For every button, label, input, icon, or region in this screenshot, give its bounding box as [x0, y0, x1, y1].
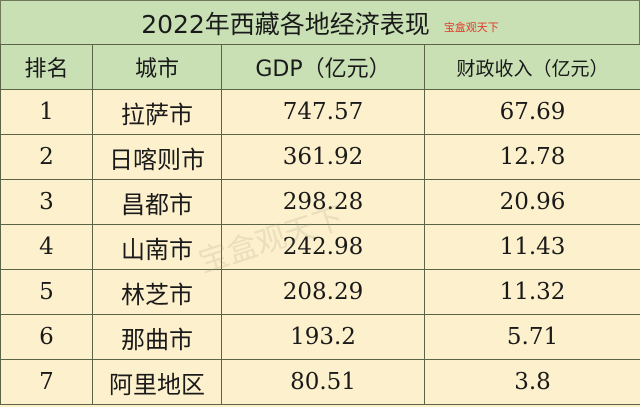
revenue-cell: 3.8 — [424, 359, 640, 405]
header-revenue: 财政收入（亿元） — [424, 44, 640, 90]
table-row: 2 日喀则市 361.92 12.78 — [0, 134, 640, 180]
city-cell: 阿里地区 — [92, 359, 222, 405]
revenue-cell: 11.43 — [424, 224, 640, 270]
rank-cell: 3 — [0, 179, 93, 225]
revenue-cell: 11.32 — [424, 269, 640, 315]
rank-cell: 6 — [0, 314, 93, 360]
city-cell: 拉萨市 — [92, 89, 222, 135]
header-row: 排名 城市 GDP（亿元） 财政收入（亿元） — [0, 44, 640, 90]
revenue-cell: 5.71 — [424, 314, 640, 360]
header-city: 城市 — [92, 44, 222, 90]
revenue-cell: 67.69 — [424, 89, 640, 135]
title-bar: 2022年西藏各地经济表现 宝盒观天下 — [0, 0, 640, 45]
gdp-cell: 747.57 — [221, 89, 425, 135]
table-row: 3 昌都市 298.28 20.96 — [0, 179, 640, 225]
rank-cell: 2 — [0, 134, 93, 180]
header-rank: 排名 — [0, 44, 93, 90]
table-row: 6 那曲市 193.2 5.71 — [0, 314, 640, 360]
gdp-cell: 193.2 — [221, 314, 425, 360]
table-row: 1 拉萨市 747.57 67.69 — [0, 89, 640, 135]
gdp-cell: 80.51 — [221, 359, 425, 405]
rank-cell: 5 — [0, 269, 93, 315]
gdp-cell: 208.29 — [221, 269, 425, 315]
gdp-cell: 361.92 — [221, 134, 425, 180]
city-cell: 林芝市 — [92, 269, 222, 315]
brand-label: 宝盒观天下 — [443, 20, 499, 34]
table-row: 5 林芝市 208.29 11.32 — [0, 269, 640, 315]
gdp-cell: 242.98 — [221, 224, 425, 270]
table-row: 4 山南市 242.98 11.43 — [0, 224, 640, 270]
gdp-cell: 298.28 — [221, 179, 425, 225]
table-row: 7 阿里地区 80.51 3.8 — [0, 359, 640, 405]
rank-cell: 1 — [0, 89, 93, 135]
city-cell: 那曲市 — [92, 314, 222, 360]
rank-cell: 4 — [0, 224, 93, 270]
economy-table: 排名 城市 GDP（亿元） 财政收入（亿元） 1 拉萨市 747.57 67.6… — [0, 44, 640, 405]
header-gdp: GDP（亿元） — [221, 44, 425, 90]
city-cell: 昌都市 — [92, 179, 222, 225]
revenue-cell: 20.96 — [424, 179, 640, 225]
city-cell: 山南市 — [92, 224, 222, 270]
page-title: 2022年西藏各地经济表现 — [141, 9, 430, 39]
rank-cell: 7 — [0, 359, 93, 405]
revenue-cell: 12.78 — [424, 134, 640, 180]
city-cell: 日喀则市 — [92, 134, 222, 180]
